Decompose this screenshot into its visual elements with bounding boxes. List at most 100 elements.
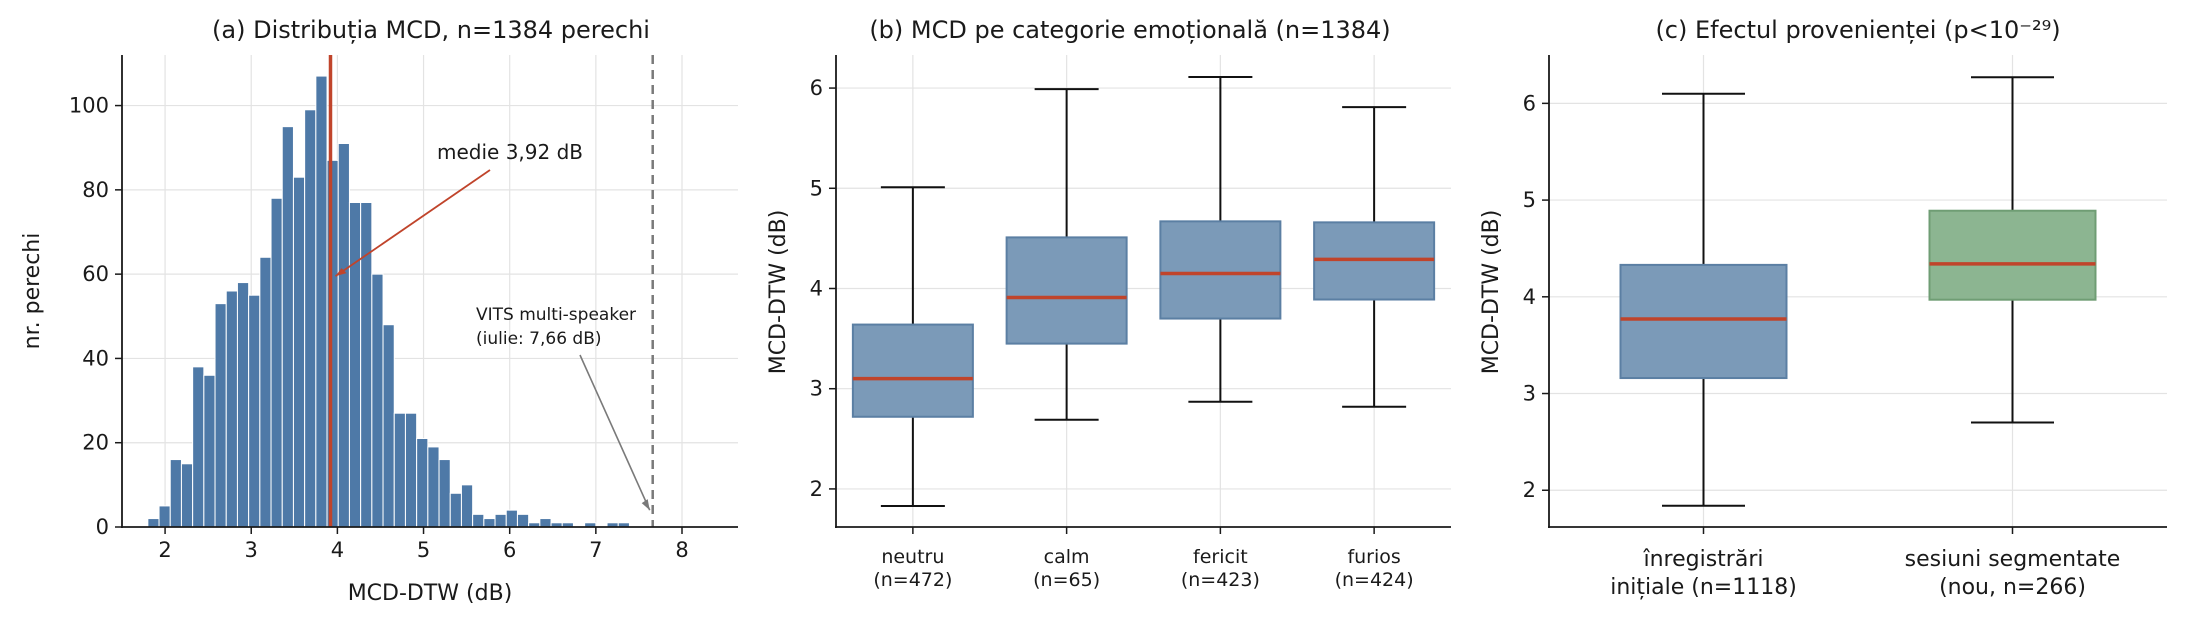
iqr-box <box>851 323 974 418</box>
histogram-ylabel: nr. perechi <box>20 233 45 350</box>
y-tick-label: 4 <box>810 276 823 300</box>
y-tick-label: 5 <box>810 176 823 200</box>
mean-arrow <box>334 169 491 277</box>
x-tick-label: sesiuni segmentate <box>1905 547 2121 572</box>
y-tick-label: 2 <box>810 477 823 501</box>
histogram-bar <box>158 505 171 528</box>
histogram-bar <box>382 324 395 528</box>
y-tick-label: 100 <box>69 94 109 118</box>
box-1 <box>1928 76 2097 424</box>
reference-annotation-line2: (iulie: 7,66 dB) <box>476 329 602 349</box>
y-tick-label: 6 <box>1523 91 1536 115</box>
histogram-bar <box>348 202 362 528</box>
x-tick-label: 7 <box>589 538 602 562</box>
histogram-bar <box>427 446 440 528</box>
x-tick-label: neutru <box>881 546 944 568</box>
iqr-box <box>1928 209 2097 301</box>
histogram-bar <box>449 492 462 528</box>
iqr-box <box>1005 236 1128 345</box>
y-tick-label: 60 <box>82 262 109 286</box>
y-tick-label: 40 <box>82 346 109 370</box>
reference-annotation-line1: VITS multi-speaker <box>476 305 636 325</box>
emotion-boxplot-title: (b) MCD pe categorie emoțională (n=1384) <box>869 16 1390 44</box>
reference-arrow-head <box>641 499 650 511</box>
histogram-bar <box>360 202 373 528</box>
histogram-bar <box>337 143 350 528</box>
provenance-boxes <box>1619 76 2097 507</box>
histogram-bar <box>281 126 294 528</box>
box-2 <box>1159 76 1282 403</box>
histogram-bar <box>270 197 283 528</box>
histogram-bar <box>180 463 194 528</box>
histogram-annotations: medie 3,92 dB VITS multi-speaker (iulie:… <box>328 55 654 527</box>
histogram-bar <box>472 513 485 528</box>
histogram-bar <box>438 459 451 528</box>
x-tick-label: 6 <box>503 538 516 562</box>
histogram-bar <box>416 438 429 528</box>
histogram-panel: (a) Distribuția MCD, n=1384 perechi medi… <box>20 16 738 606</box>
x-tick-label: furios <box>1347 546 1400 568</box>
x-tick-label: înregistrări <box>1642 547 1763 572</box>
histogram-title: (a) Distribuția MCD, n=1384 perechi <box>212 16 650 44</box>
x-tick-label: 5 <box>417 538 430 562</box>
x-tick-label: (n=423) <box>1181 569 1260 591</box>
histogram-bar <box>147 518 160 528</box>
box-3 <box>1313 106 1436 408</box>
histogram-bar <box>225 290 238 528</box>
histogram-bar <box>326 159 339 528</box>
emotion-boxplot-ylabel: MCD-DTW (dB) <box>766 210 791 375</box>
emotion-boxplot-panel: (b) MCD pe categorie emoțională (n=1384)… <box>766 16 1451 591</box>
provenance-boxplot-title: (c) Efectul provenienței (p<10⁻²⁹) <box>1655 16 2060 44</box>
provenance-boxplot-panel: (c) Efectul provenienței (p<10⁻²⁹) 2 3 4 5 6… <box>1479 16 2167 600</box>
histogram-bar <box>192 366 205 528</box>
x-tick-label: fericit <box>1193 546 1248 568</box>
reference-arrow <box>579 354 651 511</box>
x-tick-label: 2 <box>158 538 171 562</box>
histogram-bar <box>214 303 227 528</box>
provenance-boxplot-ylabel: MCD-DTW (dB) <box>1479 210 1504 375</box>
histogram-bar <box>505 509 518 528</box>
y-tick-label: 3 <box>810 377 823 401</box>
y-tick-label: 0 <box>96 515 109 539</box>
y-tick-label: 5 <box>1523 188 1536 212</box>
histogram-grid <box>122 55 738 528</box>
x-tick-label: (nou, n=266) <box>1939 575 2086 600</box>
mean-annotation: medie 3,92 dB <box>437 140 583 164</box>
x-tick-label: inițiale (n=1118) <box>1610 575 1797 600</box>
histogram-bar <box>393 412 406 528</box>
histogram-bar <box>248 294 261 528</box>
histogram-bar <box>460 484 474 528</box>
x-tick-label: (n=472) <box>873 569 952 591</box>
iqr-box <box>1159 220 1282 320</box>
y-tick-label: 2 <box>1523 478 1536 502</box>
histogram-bar <box>236 282 250 528</box>
x-tick-label: 3 <box>245 538 258 562</box>
histogram-bar <box>169 459 182 528</box>
histogram-bar <box>304 109 317 528</box>
histogram-bar <box>203 374 216 528</box>
box-0 <box>851 186 974 507</box>
histogram-bar <box>494 513 507 528</box>
emotion-boxplot-axes: 2 3 4 5 6 neutru(n=472) calm(n=65) fericit(n=42… <box>810 55 1451 591</box>
box-0 <box>1619 92 1788 507</box>
histogram-bar <box>516 513 530 528</box>
histogram-bar <box>292 176 306 528</box>
x-tick-label: 8 <box>675 538 688 562</box>
histogram-bar <box>259 256 272 528</box>
iqr-box <box>1619 263 1788 380</box>
x-tick-label: calm <box>1044 546 1090 568</box>
histogram-bar <box>315 75 328 528</box>
y-tick-label: 6 <box>810 76 823 100</box>
histogram-bar <box>483 518 496 528</box>
x-tick-label: (n=65) <box>1033 569 1100 591</box>
provenance-boxplot-axes: 2 3 4 5 6 înregistrări inițiale (n=1118) sesiun… <box>1523 55 2167 600</box>
box-1 <box>1005 88 1128 421</box>
y-tick-label: 3 <box>1523 382 1536 406</box>
emotion-boxes <box>851 76 1436 507</box>
histogram-xlabel: MCD-DTW (dB) <box>348 581 513 606</box>
y-tick-label: 20 <box>82 431 109 455</box>
mean-arrow-head <box>335 268 347 277</box>
histogram-bar <box>371 273 384 528</box>
